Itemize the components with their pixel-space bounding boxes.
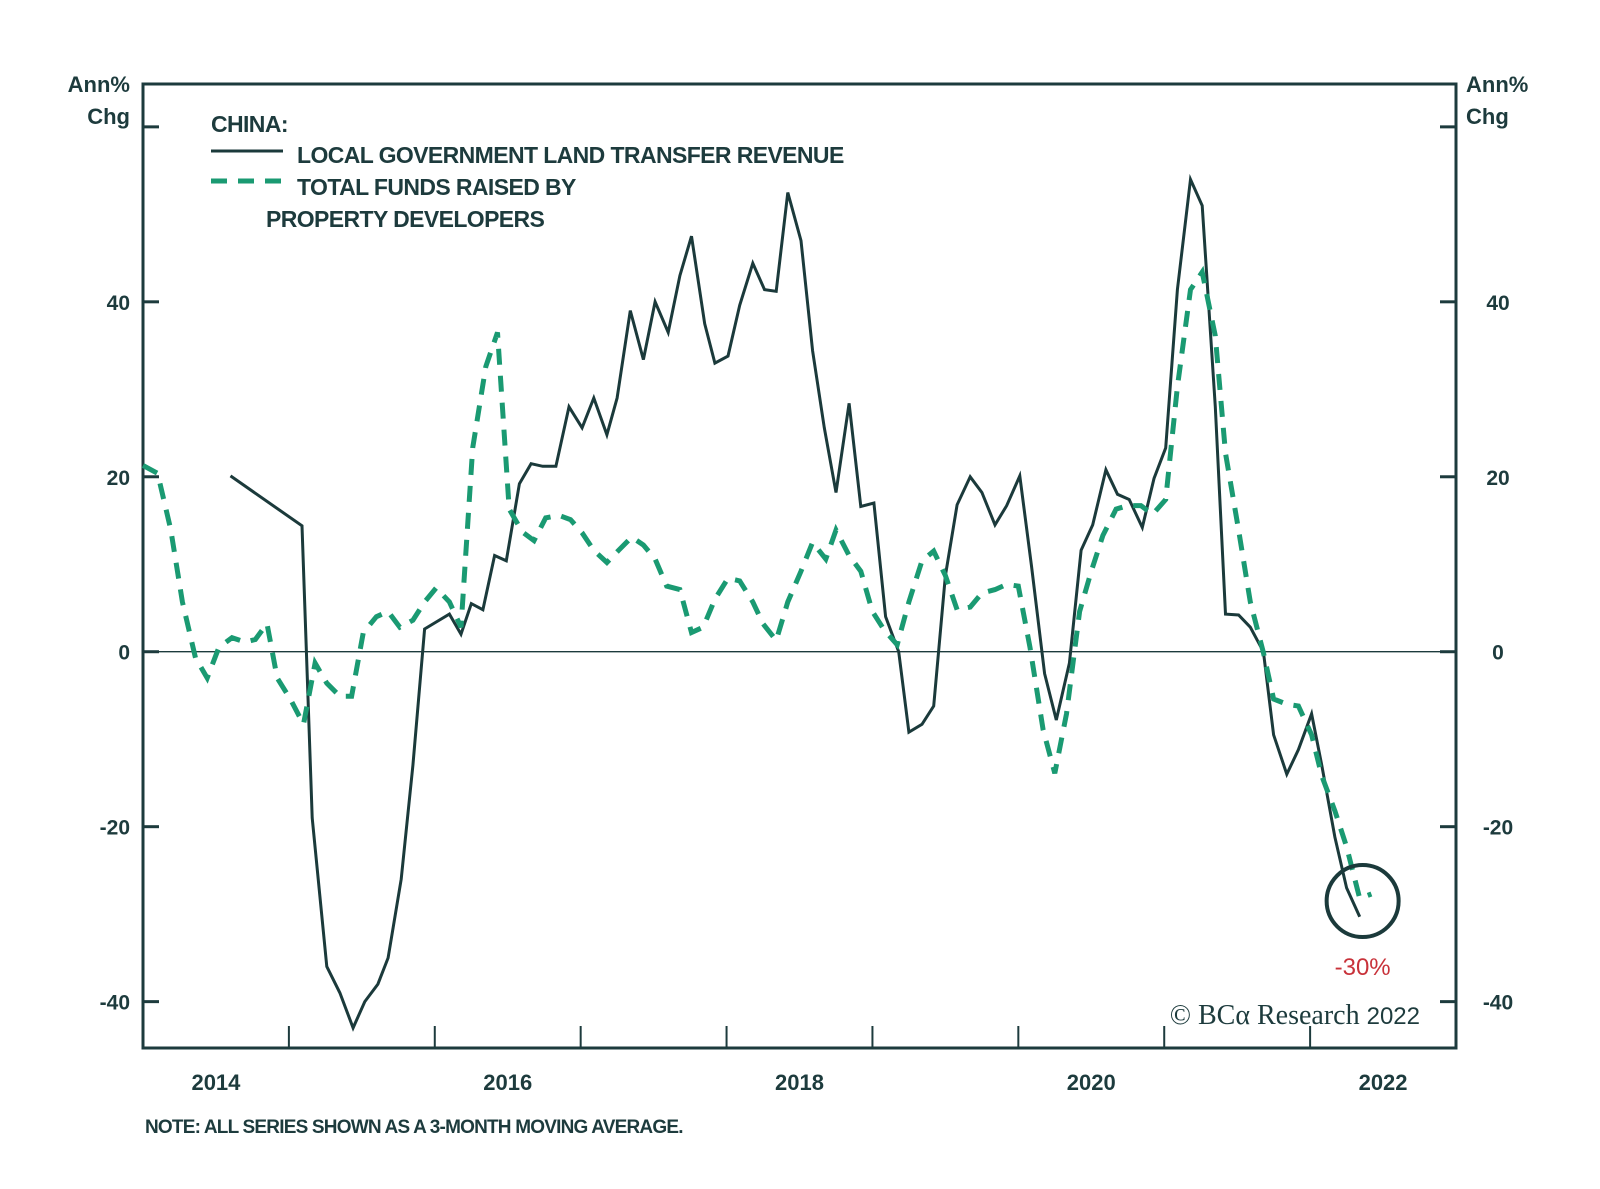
y-axis-right-labels: -40 -20 0 20 40 [1483,292,1513,1015]
x-tick-label: 2016 [483,1070,532,1095]
y-tick-label-right: 40 [1486,292,1509,315]
y-axis-left-labels: -40 -20 0 20 40 [100,292,130,1015]
x-axis-ticks [287,1026,1312,1048]
annotation-label: -30% [1335,954,1391,981]
y-tick-label-left: 0 [118,642,130,665]
x-axis-labels: 2014 2016 2018 2020 2022 [191,1070,1407,1095]
x-tick-label: 2014 [191,1070,241,1095]
y-tick-label-left: 20 [107,467,130,490]
legend-heading: CHINA: [211,111,288,137]
series-funds-raised-developers [141,265,1373,902]
y-tick-label-right: 20 [1486,467,1509,490]
copyright-text: Research [1257,1000,1360,1031]
series-land-transfer-revenue [229,173,1362,1032]
annotation-circle [1324,863,1401,940]
left-axis-unit-line1: Ann% [68,72,130,97]
y-axis-right-ticks [1440,125,1456,1004]
y-axis-left-ticks [143,125,159,1004]
footnote: NOTE: ALL SERIES SHOWN AS A 3-MONTH MOVI… [145,1117,683,1138]
legend-item-funds-raised-line1: TOTAL FUNDS RAISED BY [297,174,576,200]
y-tick-label-right: 0 [1492,642,1504,665]
legend-item-land-transfer: LOCAL GOVERNMENT LAND TRANSFER REVENUE [297,142,844,168]
x-tick-label: 2020 [1067,1070,1116,1095]
y-tick-label-right: -40 [1483,992,1513,1015]
data-points [143,179,1371,1028]
legend-item-funds-raised-line2: PROPERTY DEVELOPERS [266,206,545,232]
y-tick-label-left: -20 [100,817,130,840]
right-axis-unit-line2: Chg [1466,104,1509,129]
x-tick-label: 2018 [775,1070,824,1095]
left-axis-unit-line2: Chg [87,104,130,129]
copyright: © BCα Research 2022 [1170,1000,1420,1031]
y-tick-label-right: -20 [1483,817,1513,840]
y-tick-label-left: 40 [107,292,130,315]
copyright-year: 2022 [1367,1003,1420,1030]
right-axis-unit-line1: Ann% [1466,72,1528,97]
plot-frame [141,82,1458,1050]
legend: CHINA: LOCAL GOVERNMENT LAND TRANSFER RE… [211,111,845,232]
y-tick-label-left: -40 [100,992,130,1015]
x-tick-label: 2022 [1359,1070,1408,1095]
copyright-symbol: © [1170,1000,1191,1031]
copyright-brand: BCα [1198,1000,1250,1031]
